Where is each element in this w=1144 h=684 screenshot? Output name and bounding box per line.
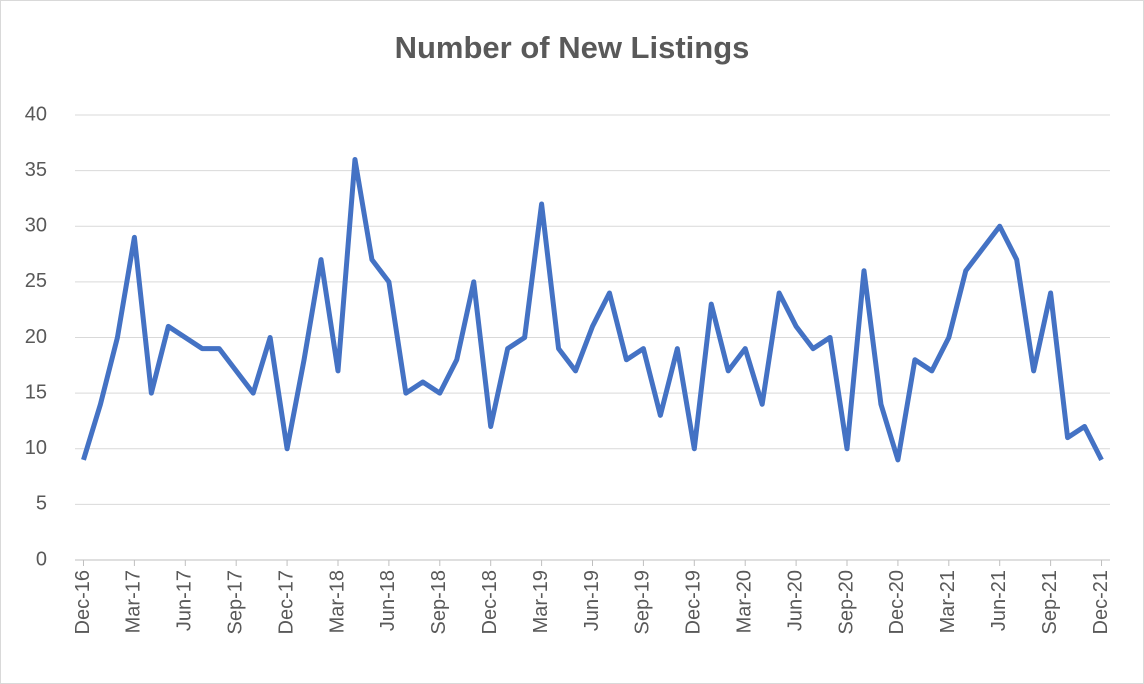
x-tick-label: Dec-20: [886, 570, 908, 634]
y-tick-label: 0: [36, 548, 47, 570]
chart-title: Number of New Listings: [395, 30, 750, 65]
x-tick-label: Jun-19: [581, 570, 603, 631]
x-tick-label: Sep-17: [224, 570, 246, 635]
x-tick-label: Mar-20: [733, 570, 755, 633]
x-tick-label: Jun-20: [784, 570, 806, 631]
line-series: [81, 157, 1104, 463]
x-tick-label: Mar-21: [937, 570, 959, 633]
y-tick-label: 35: [25, 159, 47, 181]
x-tick-label: Sep-20: [835, 570, 857, 635]
y-tick-label: 30: [25, 215, 47, 237]
x-tick-label: Jun-17: [174, 570, 196, 631]
x-tick-label: Dec-16: [72, 570, 94, 634]
x-tick-label: Sep-19: [632, 570, 654, 635]
y-tick-label: 10: [25, 437, 47, 459]
x-tick-label: Dec-17: [275, 570, 297, 634]
x-tick-label: Mar-19: [530, 570, 552, 633]
x-tick-label: Jun-18: [377, 570, 399, 631]
y-tick-label: 15: [25, 381, 47, 403]
x-tick-label: Jun-21: [988, 570, 1010, 631]
x-tick-label: Sep-18: [428, 570, 450, 635]
y-tick-label: 5: [36, 493, 47, 515]
x-tick-label: Dec-18: [479, 570, 501, 634]
y-tick-label: 20: [25, 326, 47, 348]
x-tick-label: Dec-19: [683, 570, 705, 634]
y-tick-label: 40: [25, 103, 47, 125]
x-tick-label: Sep-21: [1039, 570, 1061, 635]
y-tick-label: 25: [25, 270, 47, 292]
x-tick-label: Dec-21: [1090, 570, 1112, 634]
x-tick-label: Mar-18: [326, 570, 348, 633]
x-tick-label: Mar-17: [123, 570, 145, 633]
